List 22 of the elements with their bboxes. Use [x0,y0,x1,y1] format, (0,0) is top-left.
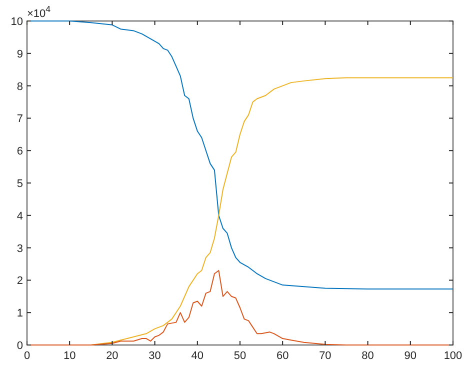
y-tick-label: 6 [16,146,23,158]
x-tick-label: 60 [276,350,289,362]
x-tick-label: 90 [404,350,417,362]
y-tick-label: 5 [16,178,23,190]
y-tick-label: 2 [16,275,23,288]
x-tick-label: 100 [444,350,462,362]
x-tick-label: 80 [362,350,374,362]
y-tick-label: 3 [16,242,23,255]
text: ×10$^{4}$ [27,4,51,20]
y-tick-label: 10 [10,16,23,28]
x-tick-label: 70 [319,350,332,362]
x-tick-label: 30 [148,350,161,362]
y-tick-label: 4 [16,210,23,222]
y-tick-label: 1 [16,308,23,320]
x-tick-label: 20 [106,350,118,362]
y-tick-label: 0 [16,340,23,352]
x-tick-label: 40 [191,350,204,362]
y-tick-label: 9 [16,48,23,60]
x-tick-label: 10 [63,350,76,362]
y-tick-label: 8 [16,80,23,93]
x-tick-label: 50 [234,350,246,362]
y-tick-label: 7 [16,113,23,126]
